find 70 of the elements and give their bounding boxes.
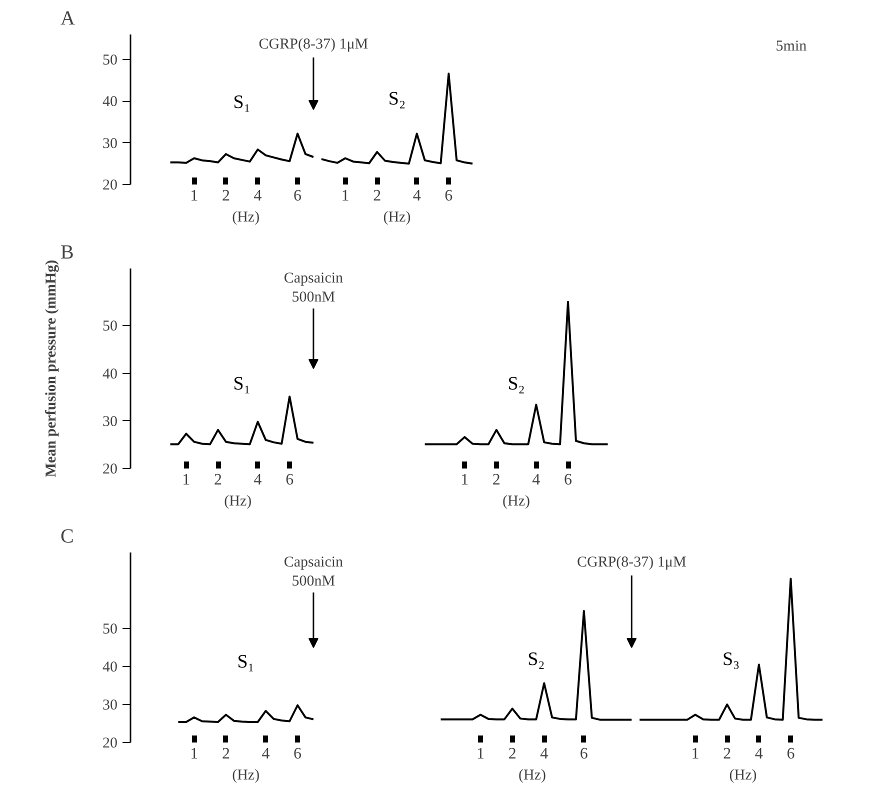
- x-tick-label: 2: [492, 472, 500, 488]
- y-tick-label: 40: [102, 366, 118, 382]
- series-label: S₁: [233, 92, 250, 113]
- x-tick-label: 2: [222, 188, 230, 204]
- x-tick-label: 1: [691, 746, 700, 762]
- line-series: [440, 610, 633, 721]
- x-tick-label: 1: [476, 746, 484, 762]
- line-series: [177, 704, 314, 723]
- annotation: CGRP(8-37) 1μM: [576, 554, 686, 570]
- text: (Hz): [383, 210, 411, 226]
- x-tick-label: 6: [564, 472, 572, 488]
- chart-title: A: [60, 8, 76, 30]
- line-series: [424, 300, 609, 446]
- x-axis-title: (Hz): [232, 210, 260, 226]
- text: S₁: [237, 651, 254, 672]
- series-label: S₂: [388, 88, 406, 110]
- y-tick-label: 20: [102, 736, 118, 752]
- series-label: S₂: [508, 374, 525, 395]
- text: (Hz): [518, 768, 546, 784]
- x-tick-label: 4: [262, 746, 270, 762]
- y-tick-label: 50: [102, 622, 118, 638]
- y-tick-label: 20: [102, 462, 118, 478]
- line-series: [169, 396, 314, 446]
- line-series: [169, 132, 314, 164]
- annotation: 5min: [776, 38, 808, 54]
- x-tick-label: 1: [460, 472, 469, 488]
- x-tick-label: 6: [580, 746, 588, 762]
- x-tick-label: 1: [190, 188, 198, 204]
- x-tick-label: 4: [412, 188, 421, 204]
- y-tick-label: 40: [102, 660, 118, 676]
- chart-title: C: [60, 526, 74, 548]
- x-tick-label: 6: [444, 188, 453, 204]
- x-tick-label: 2: [214, 472, 222, 488]
- y-tick-label: 30: [102, 136, 118, 152]
- y-tick-label: 50: [102, 318, 118, 335]
- text: (Hz): [502, 494, 530, 510]
- x-tick-label: 4: [254, 188, 262, 204]
- annotation: Capsaicin 500nM: [284, 554, 344, 590]
- x-tick-label: 6: [786, 746, 795, 762]
- x-tick-label: 4: [754, 746, 763, 762]
- x-tick-label: 1: [190, 746, 198, 762]
- series-label: S₂: [528, 648, 545, 670]
- x-tick-label: 2: [373, 188, 382, 204]
- x-tick-label: 1: [182, 472, 190, 488]
- x-tick-label: 6: [294, 746, 302, 762]
- y-tick-label: 30: [102, 698, 118, 714]
- y-tick-label: 50: [102, 52, 118, 68]
- annotation: CGRP(8-37) 1μM: [258, 36, 368, 52]
- x-tick-label: 1: [341, 188, 350, 204]
- x-tick-label: 4: [254, 472, 262, 488]
- x-axis-title: (Hz): [232, 768, 260, 784]
- x-tick-label: 6: [294, 188, 302, 204]
- annotation: Capsaicin 500nM: [284, 270, 344, 306]
- x-tick-label: 6: [286, 472, 294, 488]
- line-series: [638, 578, 824, 721]
- y-axis-title: Mean perfusion pressure (mmHg): [44, 260, 60, 478]
- x-tick-label: 4: [540, 746, 548, 762]
- text: (Hz): [729, 768, 757, 784]
- y-tick-label: 30: [102, 414, 118, 430]
- y-tick-label: 40: [102, 94, 118, 110]
- x-tick-label: 2: [508, 746, 516, 762]
- series-label: S₁: [233, 374, 250, 395]
- series-label: S₃: [722, 649, 740, 670]
- x-tick-label: 2: [222, 746, 230, 762]
- line-series: [320, 72, 474, 165]
- x-tick-label: 2: [723, 746, 732, 762]
- x-axis-title: (Hz): [224, 494, 252, 510]
- chart-title: B: [60, 242, 74, 264]
- x-tick-label: 4: [532, 472, 540, 488]
- y-tick-label: 20: [102, 178, 118, 194]
